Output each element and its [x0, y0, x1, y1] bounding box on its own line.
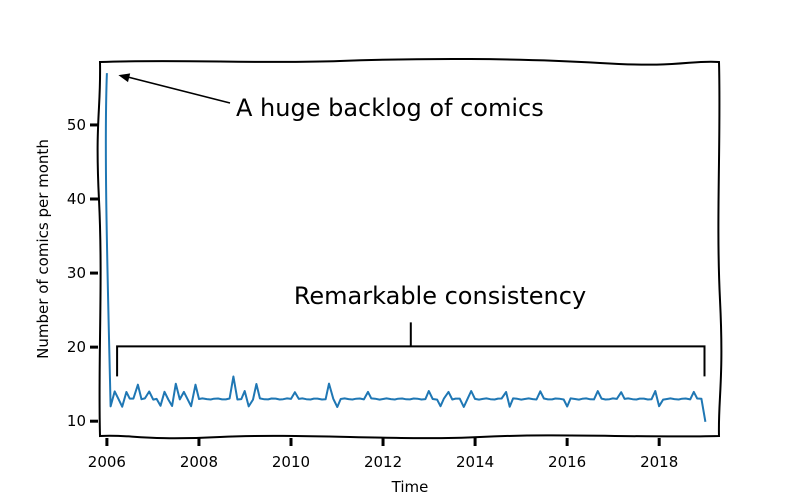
- x-tick-label: 2010: [272, 453, 310, 471]
- consistency-bracket: [116, 322, 706, 377]
- plot-frame: [96, 57, 723, 440]
- x-tick-label: 2012: [364, 453, 402, 471]
- y-tick-label: 50: [67, 116, 86, 134]
- x-tick-label: 2016: [548, 453, 586, 471]
- y-tick-label: 30: [67, 264, 86, 282]
- x-tick-label: 2006: [88, 453, 126, 471]
- backlog-arrow-head: [118, 73, 131, 83]
- backlog-annotation: A huge backlog of comics: [118, 73, 544, 122]
- y-axis-label: Number of comics per month: [34, 139, 52, 359]
- backlog-arrow: [124, 75, 231, 104]
- consistency-annotation-text: Remarkable consistency: [294, 282, 586, 310]
- x-tick-label: 2014: [456, 453, 494, 471]
- x-tick-label: 2008: [180, 453, 218, 471]
- consistency-annotation: Remarkable consistency: [116, 282, 706, 377]
- x-tick-label: 2018: [640, 453, 678, 471]
- y-tick-label: 40: [67, 190, 86, 208]
- y-axis: 10 20 30 40 50: [67, 116, 98, 430]
- backlog-annotation-text: A huge backlog of comics: [236, 94, 544, 122]
- y-tick-label: 10: [67, 412, 86, 430]
- x-axis-label: Time: [391, 478, 429, 496]
- series-line: [104, 73, 707, 422]
- x-axis: 2006 2008 2010 2012 2014 2016 2018: [88, 438, 678, 471]
- y-tick-label: 20: [67, 338, 86, 356]
